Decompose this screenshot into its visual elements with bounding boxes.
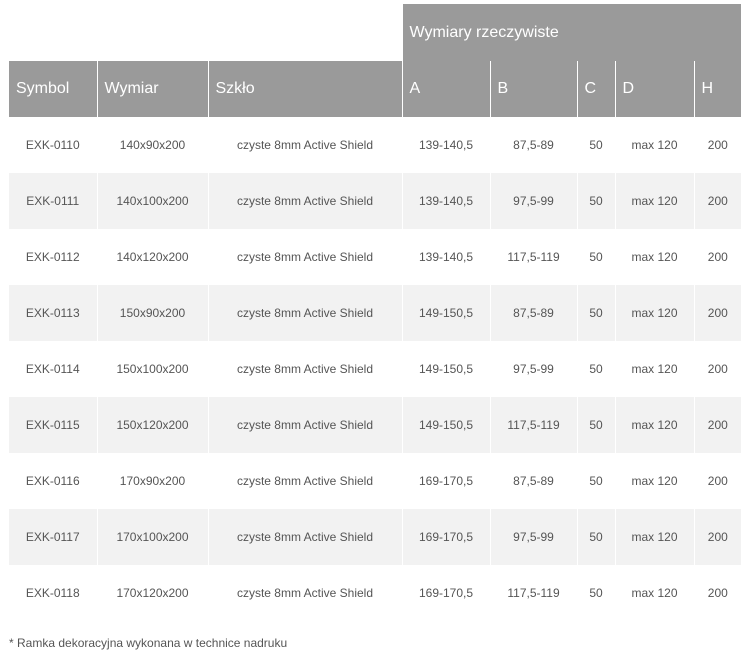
cell-wymiar: 140x120x200 <box>96 229 208 285</box>
cell-a: 169-170,5 <box>401 509 491 565</box>
cell-c: 50 <box>576 285 616 341</box>
cell-d: max 120 <box>614 341 695 397</box>
cell-b: 117,5-119 <box>489 565 578 621</box>
cell-b: 87,5-89 <box>489 453 578 509</box>
cell-szklo: czyste 8mm Active Shield <box>207 453 403 509</box>
table-row: EXK-0110 140x90x200 czyste 8mm Active Shie… <box>9 117 741 173</box>
cell-c: 50 <box>576 341 616 397</box>
cell-c: 50 <box>576 565 616 621</box>
cell-szklo: czyste 8mm Active Shield <box>207 397 403 453</box>
cell-h: 200 <box>693 565 741 621</box>
table-row: EXK-0113 150x90x200 czyste 8mm Active Shie… <box>9 285 741 341</box>
cell-symbol: EXK-0116 <box>9 453 97 509</box>
cell-a: 139-140,5 <box>401 229 491 285</box>
cell-szklo: czyste 8mm Active Shield <box>207 341 403 397</box>
cell-b: 117,5-119 <box>489 229 578 285</box>
group-header-actual-dimensions: Wymiary rzeczywiste <box>401 4 741 61</box>
cell-h: 200 <box>693 173 741 229</box>
cell-h: 200 <box>693 229 741 285</box>
column-header-symbol: Symbol <box>9 61 97 117</box>
table-row: EXK-0114 150x100x200 czyste 8mm Active Shi… <box>9 341 741 397</box>
cell-szklo: czyste 8mm Active Shield <box>207 229 403 285</box>
column-header-wymiar: Wymiar <box>96 61 208 117</box>
column-header-szklo: Szkło <box>207 61 403 117</box>
cell-wymiar: 150x100x200 <box>96 341 208 397</box>
cell-wymiar: 170x90x200 <box>96 453 208 509</box>
cell-a: 169-170,5 <box>401 565 491 621</box>
cell-h: 200 <box>693 397 741 453</box>
column-header-h: H <box>693 61 741 117</box>
cell-d: max 120 <box>614 453 695 509</box>
table-row: EXK-0115 150x120x200 czyste 8mm Active Shi… <box>9 397 741 453</box>
cell-b: 87,5-89 <box>489 285 578 341</box>
table-group-header-row: Wymiary rzeczywiste <box>9 4 741 61</box>
footnote: * Ramka dekoracyjna wykonana w technice … <box>9 636 288 650</box>
cell-d: max 120 <box>614 509 695 565</box>
cell-szklo: czyste 8mm Active Shield <box>207 509 403 565</box>
table-row: EXK-0118 170x120x200 czyste 8mm Active Shi… <box>9 565 741 621</box>
table-column-header-row: Symbol Wymiar Szkło A B C D H <box>9 61 741 117</box>
cell-d: max 120 <box>614 117 695 173</box>
cell-a: 149-150,5 <box>401 285 491 341</box>
cell-wymiar: 170x120x200 <box>96 565 208 621</box>
cell-c: 50 <box>576 509 616 565</box>
cell-wymiar: 140x90x200 <box>96 117 208 173</box>
cell-a: 169-170,5 <box>401 453 491 509</box>
cell-symbol: EXK-0117 <box>9 509 97 565</box>
cell-c: 50 <box>576 117 616 173</box>
cell-d: max 120 <box>614 229 695 285</box>
cell-c: 50 <box>576 173 616 229</box>
cell-h: 200 <box>693 117 741 173</box>
cell-h: 200 <box>693 453 741 509</box>
cell-a: 149-150,5 <box>401 397 491 453</box>
cell-c: 50 <box>576 397 616 453</box>
cell-szklo: czyste 8mm Active Shield <box>207 173 403 229</box>
cell-szklo: czyste 8mm Active Shield <box>207 565 403 621</box>
cell-symbol: EXK-0110 <box>9 117 97 173</box>
table-row: EXK-0112 140x120x200 czyste 8mm Active Shi… <box>9 229 741 285</box>
cell-d: max 120 <box>614 565 695 621</box>
cell-a: 139-140,5 <box>401 117 491 173</box>
column-header-d: D <box>614 61 695 117</box>
cell-wymiar: 170x100x200 <box>96 509 208 565</box>
column-header-a: A <box>401 61 491 117</box>
cell-h: 200 <box>693 285 741 341</box>
cell-wymiar: 150x90x200 <box>96 285 208 341</box>
cell-b: 97,5-99 <box>489 341 578 397</box>
column-header-b: B <box>489 61 578 117</box>
cell-b: 97,5-99 <box>489 509 578 565</box>
cell-symbol: EXK-0112 <box>9 229 97 285</box>
cell-symbol: EXK-0118 <box>9 565 97 621</box>
table-row: EXK-0111 140x100x200 czyste 8mm Active Shi… <box>9 173 741 229</box>
cell-symbol: EXK-0115 <box>9 397 97 453</box>
cell-b: 97,5-99 <box>489 173 578 229</box>
cell-h: 200 <box>693 341 741 397</box>
table-body: EXK-0110 140x90x200 czyste 8mm Active Shie… <box>9 117 741 621</box>
cell-d: max 120 <box>614 285 695 341</box>
cell-symbol: EXK-0111 <box>9 173 97 229</box>
header-spacer <box>9 4 403 61</box>
cell-symbol: EXK-0114 <box>9 341 97 397</box>
cell-symbol: EXK-0113 <box>9 285 97 341</box>
cell-szklo: czyste 8mm Active Shield <box>207 117 403 173</box>
cell-b: 87,5-89 <box>489 117 578 173</box>
table-row: EXK-0117 170x100x200 czyste 8mm Active Shi… <box>9 509 741 565</box>
spec-table: Wymiary rzeczywiste Symbol Wymiar Szkło … <box>9 4 741 621</box>
cell-a: 139-140,5 <box>401 173 491 229</box>
cell-d: max 120 <box>614 397 695 453</box>
cell-c: 50 <box>576 453 616 509</box>
cell-wymiar: 140x100x200 <box>96 173 208 229</box>
cell-wymiar: 150x120x200 <box>96 397 208 453</box>
cell-a: 149-150,5 <box>401 341 491 397</box>
column-header-c: C <box>576 61 616 117</box>
cell-szklo: czyste 8mm Active Shield <box>207 285 403 341</box>
cell-b: 117,5-119 <box>489 397 578 453</box>
table-row: EXK-0116 170x90x200 czyste 8mm Active Shie… <box>9 453 741 509</box>
cell-c: 50 <box>576 229 616 285</box>
cell-d: max 120 <box>614 173 695 229</box>
cell-h: 200 <box>693 509 741 565</box>
